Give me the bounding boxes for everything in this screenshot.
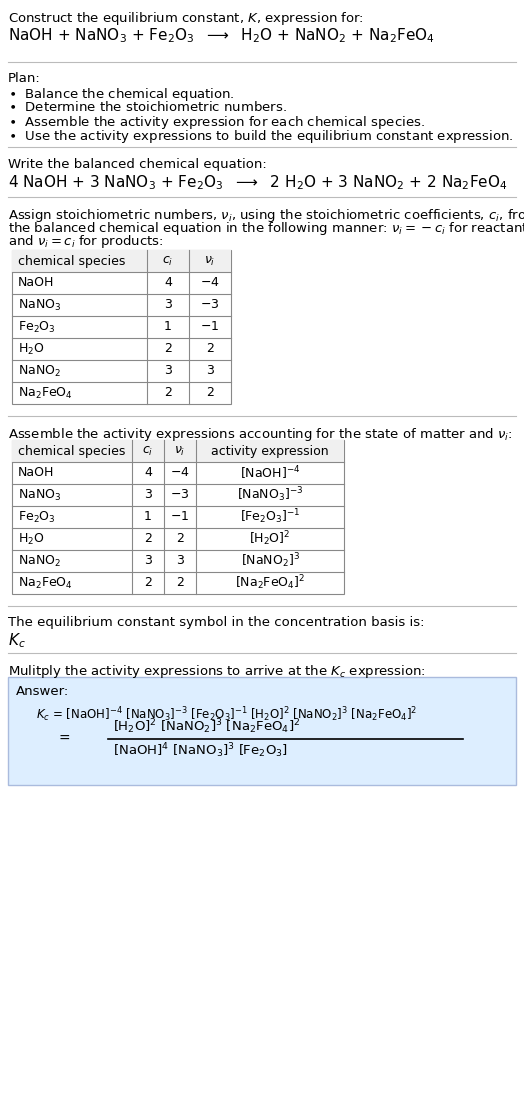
Text: 1: 1 — [164, 321, 172, 333]
Text: [NaNO$_2$]$^3$: [NaNO$_2$]$^3$ — [241, 552, 300, 570]
Text: [NaOH]$^4$ [NaNO$_3$]$^3$ [Fe$_2$O$_3$]: [NaOH]$^4$ [NaNO$_3$]$^3$ [Fe$_2$O$_3$] — [113, 741, 288, 760]
Text: [Na$_2$FeO$_4$]$^2$: [Na$_2$FeO$_4$]$^2$ — [235, 574, 305, 592]
Text: H$_2$O: H$_2$O — [18, 532, 45, 547]
Text: Mulitply the activity expressions to arrive at the $K_c$ expression:: Mulitply the activity expressions to arr… — [8, 663, 426, 681]
Bar — [8, 677, 516, 785]
Text: NaNO$_3$: NaNO$_3$ — [18, 298, 61, 312]
Bar — [12, 250, 231, 404]
Text: $K_c$: $K_c$ — [8, 631, 26, 650]
Text: the balanced chemical equation in the following manner: $\nu_i = -c_i$ for react: the balanced chemical equation in the fo… — [8, 219, 524, 237]
Text: 2: 2 — [144, 577, 152, 589]
Text: 2: 2 — [164, 343, 172, 355]
Text: $-$3: $-$3 — [200, 299, 220, 311]
Text: [NaOH]$^{-4}$: [NaOH]$^{-4}$ — [240, 464, 300, 482]
Text: 2: 2 — [176, 577, 184, 589]
Text: $-$1: $-$1 — [170, 511, 190, 524]
Text: The equilibrium constant symbol in the concentration basis is:: The equilibrium constant symbol in the c… — [8, 615, 424, 629]
Text: $c_i$: $c_i$ — [162, 255, 173, 268]
Text: [H$_2$O]$^2$ [NaNO$_2$]$^3$ [Na$_2$FeO$_4$]$^2$: [H$_2$O]$^2$ [NaNO$_2$]$^3$ [Na$_2$FeO$_… — [113, 718, 300, 737]
Text: NaOH: NaOH — [18, 277, 54, 289]
Text: 3: 3 — [144, 555, 152, 568]
Text: NaOH: NaOH — [18, 467, 54, 480]
Text: 2: 2 — [206, 386, 214, 399]
Text: NaOH + NaNO$_3$ + Fe$_2$O$_3$  $\longrightarrow$  H$_2$O + NaNO$_2$ + Na$_2$FeO$: NaOH + NaNO$_3$ + Fe$_2$O$_3$ $\longrigh… — [8, 26, 435, 45]
Text: NaNO$_3$: NaNO$_3$ — [18, 488, 61, 503]
Text: $-$1: $-$1 — [200, 321, 220, 333]
Text: 4: 4 — [164, 277, 172, 289]
Text: $\nu_i$: $\nu_i$ — [204, 255, 216, 268]
Text: 2: 2 — [206, 343, 214, 355]
Text: 3: 3 — [206, 364, 214, 377]
Text: 4 NaOH + 3 NaNO$_3$ + Fe$_2$O$_3$  $\longrightarrow$  2 H$_2$O + 3 NaNO$_2$ + 2 : 4 NaOH + 3 NaNO$_3$ + Fe$_2$O$_3$ $\long… — [8, 173, 508, 192]
Text: $\bullet$  Determine the stoichiometric numbers.: $\bullet$ Determine the stoichiometric n… — [8, 100, 287, 114]
Text: $-$3: $-$3 — [170, 489, 190, 502]
Text: $K_c$ = [NaOH]$^{-4}$ [NaNO$_3$]$^{-3}$ [Fe$_2$O$_3$]$^{-1}$ [H$_2$O]$^2$ [NaNO$: $K_c$ = [NaOH]$^{-4}$ [NaNO$_3$]$^{-3}$ … — [36, 705, 417, 724]
Text: $\bullet$  Assemble the activity expression for each chemical species.: $\bullet$ Assemble the activity expressi… — [8, 114, 425, 131]
Text: Na$_2$FeO$_4$: Na$_2$FeO$_4$ — [18, 576, 73, 590]
Text: 2: 2 — [144, 533, 152, 546]
Text: H$_2$O: H$_2$O — [18, 342, 45, 356]
Text: Na$_2$FeO$_4$: Na$_2$FeO$_4$ — [18, 385, 73, 400]
Text: $=$: $=$ — [56, 730, 71, 745]
Text: 1: 1 — [144, 511, 152, 524]
Text: chemical species: chemical species — [18, 445, 125, 458]
Text: 3: 3 — [144, 489, 152, 502]
Text: $c_i$: $c_i$ — [143, 445, 154, 458]
Text: Assemble the activity expressions accounting for the state of matter and $\nu_i$: Assemble the activity expressions accoun… — [8, 426, 512, 443]
Text: $-$4: $-$4 — [200, 277, 220, 289]
Text: 4: 4 — [144, 467, 152, 480]
Bar — [12, 440, 344, 462]
Text: [Fe$_2$O$_3$]$^{-1}$: [Fe$_2$O$_3$]$^{-1}$ — [240, 507, 300, 526]
Text: activity expression: activity expression — [211, 445, 329, 458]
Text: and $\nu_i = c_i$ for products:: and $\nu_i = c_i$ for products: — [8, 233, 163, 250]
Bar — [12, 440, 344, 595]
Text: NaNO$_2$: NaNO$_2$ — [18, 364, 61, 378]
Text: NaNO$_2$: NaNO$_2$ — [18, 554, 61, 568]
Text: Fe$_2$O$_3$: Fe$_2$O$_3$ — [18, 320, 56, 334]
Text: 3: 3 — [164, 364, 172, 377]
Bar — [12, 250, 231, 272]
Text: Write the balanced chemical equation:: Write the balanced chemical equation: — [8, 158, 267, 171]
Text: 2: 2 — [164, 386, 172, 399]
Text: $\bullet$  Use the activity expressions to build the equilibrium constant expres: $\bullet$ Use the activity expressions t… — [8, 128, 514, 144]
Text: Construct the equilibrium constant, $K$, expression for:: Construct the equilibrium constant, $K$,… — [8, 10, 364, 26]
Text: [NaNO$_3$]$^{-3}$: [NaNO$_3$]$^{-3}$ — [237, 485, 303, 504]
Text: $-$4: $-$4 — [170, 467, 190, 480]
Text: Answer:: Answer: — [16, 685, 69, 698]
Text: Plan:: Plan: — [8, 72, 41, 85]
Text: 2: 2 — [176, 533, 184, 546]
Text: Assign stoichiometric numbers, $\nu_i$, using the stoichiometric coefficients, $: Assign stoichiometric numbers, $\nu_i$, … — [8, 207, 524, 224]
Text: chemical species: chemical species — [18, 255, 125, 268]
Text: 3: 3 — [164, 299, 172, 311]
Text: $\bullet$  Balance the chemical equation.: $\bullet$ Balance the chemical equation. — [8, 86, 235, 103]
Text: [H$_2$O]$^2$: [H$_2$O]$^2$ — [249, 529, 291, 548]
Text: Fe$_2$O$_3$: Fe$_2$O$_3$ — [18, 510, 56, 525]
Text: $\nu_i$: $\nu_i$ — [174, 445, 185, 458]
Text: 3: 3 — [176, 555, 184, 568]
